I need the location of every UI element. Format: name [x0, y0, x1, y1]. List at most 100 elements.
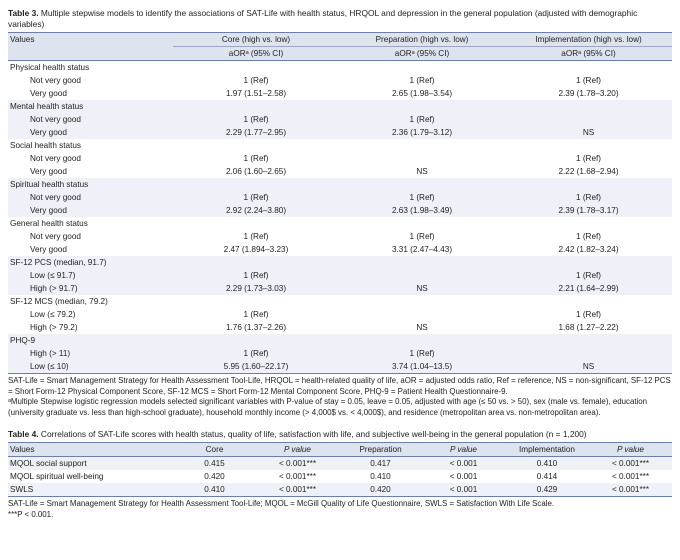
table4-cell-pvalue: < 0.001***	[589, 483, 672, 498]
table3-cell-preparation: 3.31 (2.47–4.43)	[391, 245, 453, 254]
table4-row-label: SWLS	[8, 483, 173, 498]
table3-header-implementation: Implementation (high vs. low)	[505, 32, 672, 47]
document-page: Table 3. Multiple stepwise models to ide…	[8, 0, 672, 521]
table3-row-label: High (> 79.2)	[30, 323, 78, 332]
table4-cell-pvalue: < 0.001***	[256, 456, 339, 471]
table3-row-label: Very good	[30, 167, 67, 176]
table4-header-pvalue: P value	[256, 442, 339, 458]
table4-cell-core: 0.420	[204, 472, 225, 482]
table3-cell-preparation	[339, 308, 505, 321]
table4-header-preparation: Preparation	[339, 442, 422, 458]
table3-caption-text: Multiple stepwise models to identify the…	[8, 8, 638, 29]
table4-header-pvalue: P value	[422, 442, 505, 458]
table3-row: Not very good 1 (Ref) 1 (Ref) 1 (Ref)	[8, 74, 672, 87]
table3-cell-implementation: NS	[505, 126, 672, 139]
table3-row: Not very good 1 (Ref) 1 (Ref) 1 (Ref)	[8, 191, 672, 204]
table3-row: Low (≤ 10) 5.95 (1.60–22.17) 3.74 (1.04–13…	[8, 360, 672, 374]
table3-cell-implementation: 2.42 (1.82–3.24)	[558, 245, 619, 254]
table3-cell-preparation: NS	[416, 323, 428, 332]
table3-row-label: Not very good	[8, 113, 173, 126]
table3-section-title: General health status	[10, 219, 88, 228]
table4-caption: Table 4. Correlations of SAT-Life scores…	[8, 429, 672, 440]
table3-cell-core: 2.29 (1.77–2.95)	[173, 126, 339, 139]
table3-row: Low (≤ 91.7) 1 (Ref) 1 (Ref)	[8, 269, 672, 282]
table3-cell-core: 1.97 (1.51–2.58)	[225, 89, 287, 98]
table3-caption: Table 3. Multiple stepwise models to ide…	[8, 8, 672, 30]
table3-cell-implementation: 2.22 (1.68–2.94)	[558, 167, 619, 176]
table3-cell-core: 1 (Ref)	[173, 269, 339, 282]
table3-cell-implementation: 2.21 (1.64–2.99)	[505, 282, 672, 295]
table4-header-values: Values	[8, 442, 173, 458]
table3-row: Not very good 1 (Ref) 1 (Ref)	[8, 152, 672, 165]
table3-cell-core: 5.95 (1.60–22.17)	[173, 360, 339, 374]
table3-row: Very good 1.97 (1.51–2.58) 2.65 (1.98–3.54…	[8, 87, 672, 100]
table3-cell-implementation: 2.39 (1.78–3.20)	[558, 89, 619, 98]
table3-row: Very good 2.29 (1.77–2.95) 2.36 (1.79–3.12…	[8, 126, 672, 139]
table3-body: Physical health status Not very good 1 (Re…	[8, 61, 672, 374]
table4-cell-pvalue: < 0.001	[422, 483, 505, 498]
table3-cell-core: 2.47 (1.894–3.23)	[223, 245, 289, 254]
table3-cell-core: 2.29 (1.73–3.03)	[173, 282, 339, 295]
table3-row: Not very good 1 (Ref) 1 (Ref) 1 (Ref)	[8, 230, 672, 243]
table3-cell-core: 1.76 (1.37–2.26)	[225, 323, 287, 332]
table4-label: Table 4.	[8, 429, 39, 440]
table4-cell-core: 0.415	[173, 456, 256, 471]
table3-cell-preparation: 1 (Ref)	[409, 232, 435, 241]
table4-cell-pvalue: < 0.001	[422, 456, 505, 471]
table4-cell-pvalue: < 0.001***	[256, 483, 339, 498]
table3-label: Table 3.	[8, 8, 39, 18]
table3-row-label: Not very good	[30, 154, 81, 163]
table4-body: MQOL social support 0.415 < 0.001*** 0.417 <…	[8, 456, 672, 498]
table3-footnote: ᵃMultiple Stepwise logistic regression m…	[8, 397, 648, 417]
table3-header-row: Values Core (high vs. low) Preparation (…	[8, 32, 672, 61]
table4-row: MQOL social support 0.415 < 0.001*** 0.417 <…	[8, 456, 672, 471]
table4-cell-implementation: 0.410	[505, 456, 589, 471]
table3-row-label: Not very good	[30, 76, 81, 85]
table3-row-label: High (> 91.7)	[8, 282, 173, 295]
table3-section-title: SF-12 PCS (median, 91.7)	[8, 256, 672, 269]
table4-header-implementation: Implementation	[505, 442, 589, 458]
table3-row: High (> 79.2) 1.76 (1.37–2.26) NS 1.68 (1.2…	[8, 321, 672, 334]
table3-section-row: SF-12 MCS (median, 79.2)	[8, 295, 672, 308]
table3-section-row: Spiritual health status	[8, 178, 672, 191]
table4-cell-pvalue: < 0.001***	[278, 472, 317, 482]
table3-cell-preparation: NS	[339, 282, 505, 295]
table4-cell-pvalue: < 0.001	[449, 472, 478, 482]
table3-cell-implementation	[505, 347, 672, 360]
table3-cell-implementation: 1 (Ref)	[505, 191, 672, 204]
table3-row-label: High (> 11)	[8, 347, 173, 360]
table4-row-label: MQOL social support	[8, 456, 173, 471]
table3-row: Not very good 1 (Ref) 1 (Ref)	[8, 113, 672, 126]
table3-row-label: Very good	[8, 204, 173, 217]
table3-cell-preparation	[339, 269, 505, 282]
table3-cell-core: 1 (Ref)	[243, 232, 269, 241]
table3-row: High (> 11) 1 (Ref) 1 (Ref)	[8, 347, 672, 360]
table4-cell-pvalue: < 0.001***	[611, 472, 650, 482]
table4-cell-preparation: 0.420	[339, 483, 422, 498]
table3-cell-preparation: NS	[416, 167, 428, 176]
table3: Values Core (high vs. low) Preparation (…	[8, 32, 672, 374]
table3-section-title: Mental health status	[8, 100, 672, 113]
table3-cell-implementation: 1 (Ref)	[575, 154, 602, 163]
table3-cell-implementation: 1.68 (1.27–2.22)	[558, 323, 619, 332]
table3-section-row: Social health status	[8, 139, 672, 152]
table3-row-label: Low (≤ 79.2)	[30, 310, 76, 319]
table3-section-row: General health status	[8, 217, 672, 230]
table3-section-row: PHQ-9	[8, 334, 672, 347]
table3-cell-core: 1 (Ref)	[243, 76, 269, 85]
table3-row: High (> 91.7) 2.29 (1.73–3.03) NS 2.21 (1.6…	[8, 282, 672, 295]
table3-row-label: Very good	[8, 126, 173, 139]
table4-footnotes: SAT-Life = Smart Management Strategy for…	[8, 499, 672, 520]
table4: Values Core P value Preparation P value …	[8, 442, 672, 498]
table3-cell-core: 2.06 (1.60–2.65)	[225, 167, 287, 176]
table4-header-pvalue: P value	[589, 442, 672, 458]
table3-footnote: SAT-Life = Smart Management Strategy for…	[8, 376, 671, 396]
table4-cell-pvalue: < 0.001***	[589, 456, 672, 471]
table3-header-values: Values	[8, 32, 173, 61]
table4-cell-implementation: 0.414	[536, 472, 558, 482]
table4-footnote: SAT-Life = Smart Management Strategy for…	[8, 499, 555, 509]
table3-section-row: Physical health status	[8, 61, 672, 75]
table3-row: Very good 2.06 (1.60–2.65) NS 2.22 (1.68–2.…	[8, 165, 672, 178]
table3-cell-core: 2.92 (2.24–3.80)	[173, 204, 339, 217]
table3-cell-preparation: 2.36 (1.79–3.12)	[339, 126, 505, 139]
